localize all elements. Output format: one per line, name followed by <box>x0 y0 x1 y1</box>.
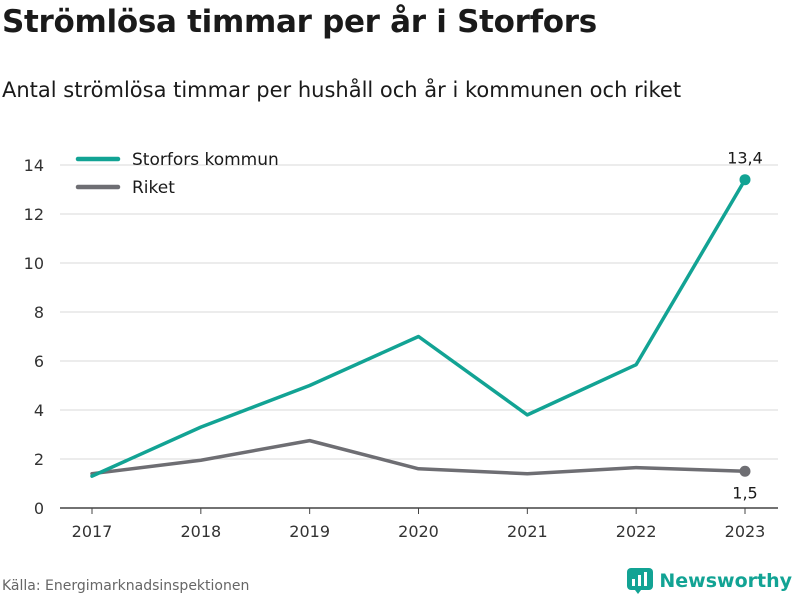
chart-subtitle: Antal strömlösa timmar per hushåll och å… <box>2 78 682 102</box>
y-tick-label: 6 <box>34 352 44 371</box>
newsworthy-logo-icon <box>627 568 654 594</box>
source-note: Källa: Energimarknadsinspektionen <box>2 578 250 594</box>
y-tick-label: 12 <box>24 205 44 224</box>
x-tick-label: 2023 <box>725 522 766 541</box>
series-end-point <box>739 174 751 186</box>
y-tick-label: 2 <box>34 450 44 469</box>
x-tick-label: 2022 <box>616 522 657 541</box>
data-label: 1,5 <box>732 483 757 502</box>
legend-label: Storfors kommun <box>132 150 279 170</box>
brand-name: Newsworthy <box>659 570 792 592</box>
data-label: 13,4 <box>727 149 763 168</box>
y-tick-label: 0 <box>34 499 44 518</box>
chart-title: Strömlösa timmar per år i Storfors <box>2 4 597 40</box>
series-end-point <box>739 465 751 477</box>
y-tick-label: 8 <box>34 303 44 322</box>
x-tick-label: 2019 <box>289 522 330 541</box>
brand[interactable]: Newsworthy <box>627 568 792 594</box>
x-tick-label: 2018 <box>180 522 221 541</box>
x-tick-label: 2021 <box>507 522 548 541</box>
series-line <box>90 438 747 476</box>
y-tick-label: 4 <box>34 401 44 420</box>
series-line <box>90 177 747 478</box>
y-tick-label: 14 <box>24 156 44 175</box>
x-tick-label: 2017 <box>72 522 113 541</box>
legend-label: Riket <box>132 178 175 198</box>
x-tick-label: 2020 <box>398 522 439 541</box>
y-tick-label: 10 <box>24 254 44 273</box>
line-chart: 0 2 4 6 8 10 12 14 2017 2018 2019 2020 2021 2022 2023 1… <box>24 149 778 541</box>
